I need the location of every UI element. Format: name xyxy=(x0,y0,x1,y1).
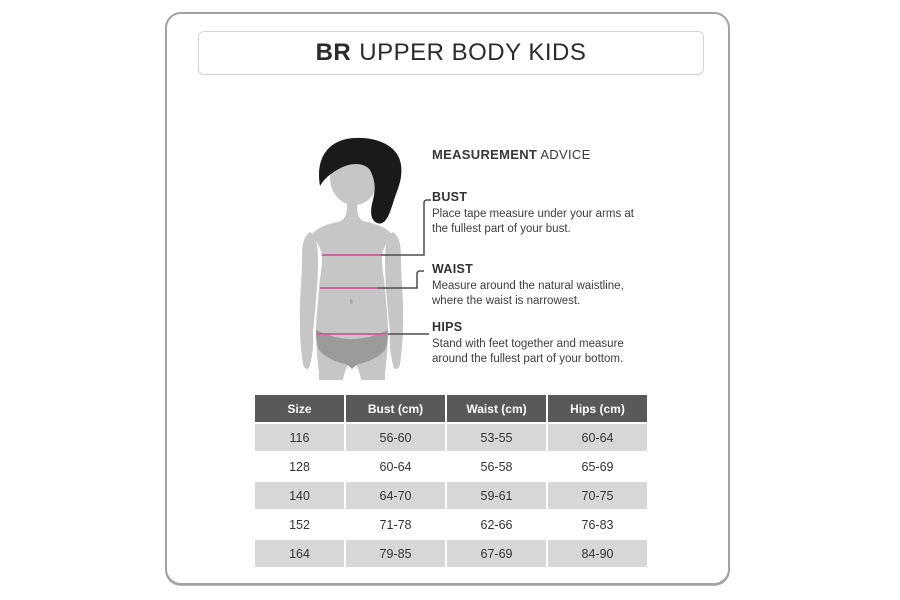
bust-connector xyxy=(381,199,431,256)
body-silhouette xyxy=(312,204,392,380)
waist-desc-line2: where the waist is narrowest. xyxy=(432,295,581,307)
table-cell: 84-90 xyxy=(548,540,647,567)
size-table-body: 116 56-60 53-55 60-64 128 60-64 56-58 65-69 140 6… xyxy=(255,424,647,567)
measurement-advice-heading: MEASUREMENT ADVICE xyxy=(432,147,591,162)
table-cell: 152 xyxy=(255,511,344,538)
underwear xyxy=(316,330,388,369)
waist-connector xyxy=(377,270,424,289)
table-cell: 56-58 xyxy=(447,453,546,480)
face xyxy=(330,151,378,205)
table-row: 164 79-85 67-69 84-90 xyxy=(255,540,647,567)
table-row: 128 60-64 56-58 65-69 xyxy=(255,453,647,480)
hips-desc-line1: Stand with feet together and measure xyxy=(432,338,624,350)
table-cell: 76-83 xyxy=(548,511,647,538)
table-cell: 116 xyxy=(255,424,344,451)
column-header: Waist (cm) xyxy=(447,395,546,422)
table-cell: 56-60 xyxy=(346,424,445,451)
table-cell: 64-70 xyxy=(346,482,445,509)
table-cell: 79-85 xyxy=(346,540,445,567)
table-cell: 67-69 xyxy=(447,540,546,567)
table-row: 140 64-70 59-61 70-75 xyxy=(255,482,647,509)
section-bust: BUST Place tape measure under your arms … xyxy=(432,190,672,237)
left-arm xyxy=(299,232,318,370)
table-cell: 53-55 xyxy=(447,424,546,451)
size-table-head-row: Size Bust (cm) Waist (cm) Hips (cm) xyxy=(255,395,647,422)
title-text: UPPER BODY KIDS xyxy=(359,39,587,66)
waist-desc-line1: Measure around the natural waistline, xyxy=(432,280,624,292)
bust-desc-line2: the fullest part of your bust. xyxy=(432,223,571,235)
column-header: Bust (cm) xyxy=(346,395,445,422)
table-cell: 140 xyxy=(255,482,344,509)
table-cell: 65-69 xyxy=(548,453,647,480)
column-header: Size xyxy=(255,395,344,422)
size-guide-card: BR UPPER BODY KIDS MEASUREMENT ADVICE BUS… xyxy=(165,12,730,585)
hips-desc-line2: around the fullest part of your bottom. xyxy=(432,353,624,365)
table-cell: 62-66 xyxy=(447,511,546,538)
brand-label: BR xyxy=(315,39,352,66)
navel xyxy=(350,299,353,304)
waist-label: WAIST xyxy=(432,262,474,276)
section-hips: HIPS Stand with feet together and measur… xyxy=(432,320,672,367)
table-row: 152 71-78 62-66 76-83 xyxy=(255,511,647,538)
page-title: BR UPPER BODY KIDS xyxy=(198,31,704,75)
size-table: Size Bust (cm) Waist (cm) Hips (cm) 116 56-6… xyxy=(253,393,649,569)
table-cell: 128 xyxy=(255,453,344,480)
table-cell: 71-78 xyxy=(346,511,445,538)
table-cell: 70-75 xyxy=(548,482,647,509)
table-cell: 60-64 xyxy=(548,424,647,451)
table-row: 116 56-60 53-55 60-64 xyxy=(255,424,647,451)
table-cell: 60-64 xyxy=(346,453,445,480)
table-cell: 164 xyxy=(255,540,344,567)
advice-heading-bold: MEASUREMENT xyxy=(432,147,538,162)
advice-heading-rest: ADVICE xyxy=(537,147,591,162)
bust-label: BUST xyxy=(432,190,468,204)
section-waist: WAIST Measure around the natural waistli… xyxy=(432,262,672,309)
table-cell: 59-61 xyxy=(447,482,546,509)
hair xyxy=(318,137,402,224)
column-header: Hips (cm) xyxy=(548,395,647,422)
right-arm xyxy=(385,232,404,370)
hips-label: HIPS xyxy=(432,320,463,334)
bust-desc-line1: Place tape measure under your arms at xyxy=(432,208,634,220)
